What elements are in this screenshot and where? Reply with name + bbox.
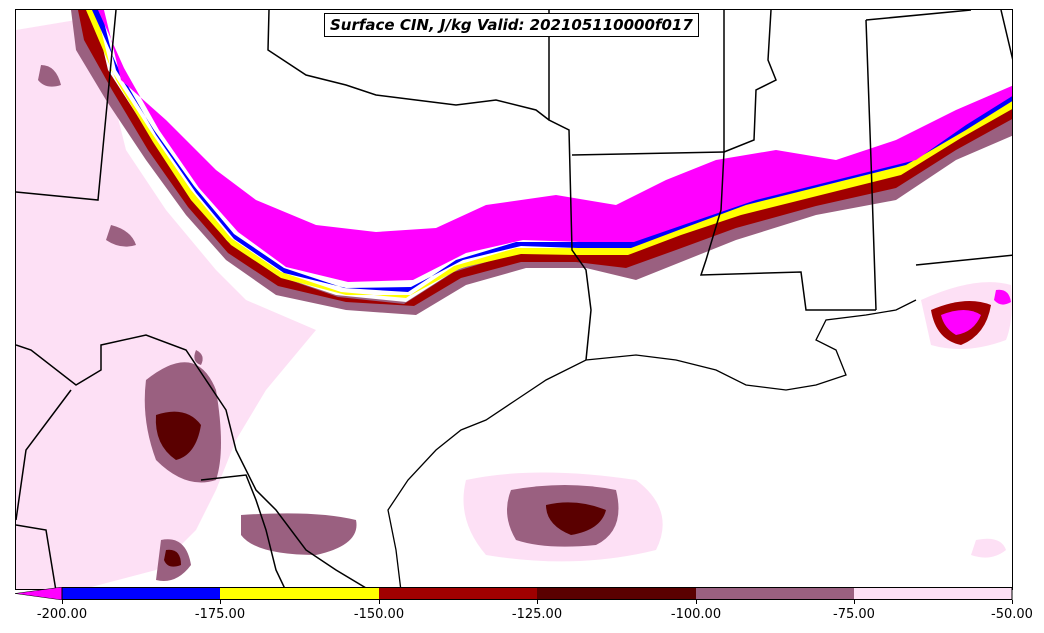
colorbar-tick-label: -75.00: [833, 607, 875, 622]
colorbar-tick: [854, 600, 855, 604]
colorbar-segment: [220, 587, 379, 600]
cin-map: [16, 10, 1012, 589]
colorbar-tick-label: -200.00: [36, 607, 88, 622]
colorbar-segment: [854, 587, 1012, 600]
colorbar-segment: [537, 587, 696, 600]
state-boundaries: [16, 10, 1012, 589]
coastline: [387, 299, 917, 589]
cin-field-east-patch: [921, 282, 1012, 349]
colorbar-tick: [220, 600, 221, 604]
colorbar-tick: [537, 600, 538, 604]
colorbar-tick-label: -175.00: [194, 607, 246, 622]
colorbar-tick: [1012, 600, 1013, 604]
colorbar-tick-label: -125.00: [511, 607, 563, 622]
colorbar: [15, 587, 1013, 600]
colorbar-tick-label: -150.00: [353, 607, 405, 622]
map-title: Surface CIN, J/kg Valid: 202105110000f01…: [324, 13, 699, 37]
colorbar-segment: [379, 587, 537, 600]
cin-field-dark: [155, 411, 606, 567]
colorbar-segment: [696, 587, 854, 600]
colorbar-tick-label: -100.00: [670, 607, 722, 622]
colorbar-tick: [62, 600, 63, 604]
colorbar-segment: [62, 587, 220, 600]
map-panel: [15, 9, 1013, 590]
colorbar-tick-label: -50.00: [991, 607, 1033, 622]
colorbar-extend-triangle: [15, 587, 63, 600]
cin-band: [71, 10, 1012, 315]
colorbar-tick: [379, 600, 380, 604]
colorbar-tick: [696, 600, 697, 604]
